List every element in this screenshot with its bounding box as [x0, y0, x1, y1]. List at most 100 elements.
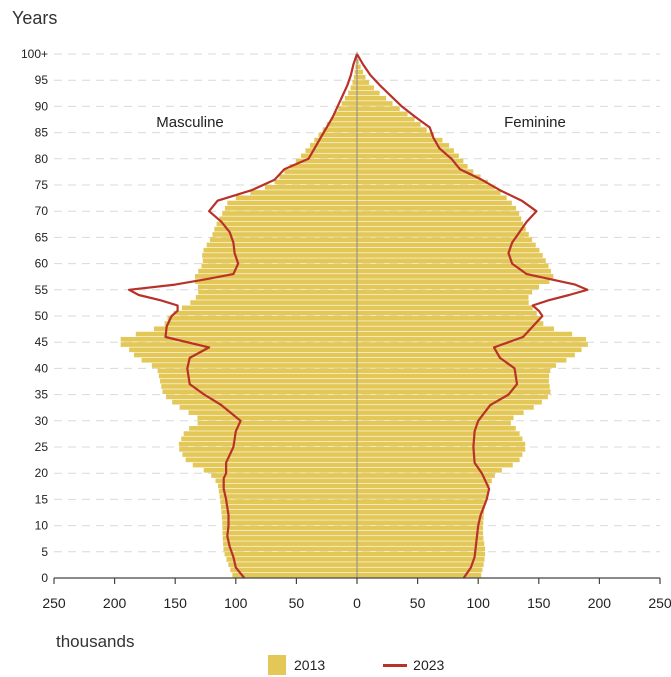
bar-2013-feminine [357, 499, 487, 505]
bar-2013-masculine [352, 80, 357, 85]
bar-2013-feminine [357, 158, 464, 164]
bar-2013-masculine [330, 116, 357, 122]
bar-2013-masculine [224, 205, 357, 211]
bar-2013-masculine [314, 137, 357, 143]
bar-2013-feminine [357, 363, 557, 368]
bar-2013-feminine [357, 441, 526, 447]
bar-2013-feminine [357, 137, 443, 143]
masculine-label: Masculine [156, 114, 224, 131]
bar-2013-feminine [357, 284, 540, 290]
bar-2013-feminine [357, 132, 434, 138]
bar-2013-masculine [164, 321, 357, 326]
bar-2013-masculine [185, 457, 357, 463]
bar-2013-masculine [224, 551, 357, 557]
bar-2013-masculine [223, 546, 357, 552]
y-tick-label: 95 [35, 73, 49, 87]
bar-2013-masculine [194, 274, 357, 279]
y-tick-label: 75 [35, 178, 49, 192]
bar-2013-feminine [357, 436, 523, 442]
line-2023-masculine [128, 53, 359, 579]
bar-2013-feminine [357, 572, 482, 578]
x-tick-label: 250 [42, 595, 66, 611]
bar-2013-masculine [222, 520, 357, 525]
bar-2013-feminine [357, 384, 550, 389]
bar-2013-masculine [326, 122, 357, 127]
bar-2013-masculine [120, 342, 357, 347]
bar-2013-feminine [357, 483, 490, 489]
bar-2013-feminine [357, 504, 485, 510]
bar-2013-masculine [279, 174, 357, 180]
bar-2013-masculine [188, 410, 357, 415]
x-tick-label: 200 [103, 595, 127, 611]
bar-2013-feminine [357, 447, 526, 452]
bar-2013-masculine [194, 279, 357, 284]
bar-2013-feminine [357, 153, 459, 159]
bar-2013-masculine [158, 373, 357, 379]
bar-2013-feminine [357, 237, 533, 243]
bar-2013-feminine [357, 420, 511, 426]
bar-2013-feminine [357, 551, 486, 557]
bar-2013-feminine [357, 525, 484, 531]
x-tick-label: 50 [289, 595, 305, 611]
x-tick-label: 150 [527, 595, 551, 611]
bar-2013-feminine [357, 226, 526, 232]
bar-2013-feminine [357, 195, 507, 201]
x-tick-label: 50 [410, 595, 426, 611]
feminine-label: Feminine [504, 114, 566, 131]
legend-item-2013: 2013 [268, 655, 325, 675]
y-tick-label: 60 [35, 257, 49, 271]
legend-label-2023: 2023 [413, 657, 445, 673]
bar-2013-masculine [202, 258, 357, 263]
bar-2013-feminine [357, 415, 514, 421]
bar-2013-masculine [221, 509, 357, 515]
bar-2013-feminine [357, 221, 524, 227]
bar-2013-feminine [357, 494, 488, 499]
bar-2013-feminine [357, 562, 484, 567]
bar-2013-masculine [218, 488, 357, 494]
legend: 2013 2023 [268, 655, 444, 675]
bar-2013-feminine [357, 536, 484, 541]
bar-2013-masculine [197, 415, 357, 421]
bar-2013-feminine [357, 478, 492, 484]
x-tick-label: 100 [467, 595, 491, 611]
bar-2013-feminine [357, 295, 529, 300]
bar-2013-masculine [197, 420, 357, 426]
bar-2013-feminine [357, 457, 520, 463]
bar-2013-masculine [264, 185, 357, 190]
bar-2013-feminine [357, 326, 554, 332]
bar-2013-feminine [357, 368, 551, 374]
bar-2013-masculine [338, 106, 357, 112]
x-tick-label: 100 [224, 595, 248, 611]
bar-2013-masculine [353, 74, 357, 80]
legend-swatch-bar [268, 655, 286, 675]
bar-2013-masculine [151, 363, 357, 368]
x-axis-ticks: 250 200 150 100 50 0 50 100 150 200 250 [42, 578, 671, 611]
bar-2013-feminine [357, 174, 481, 180]
bar-2013-masculine [160, 378, 357, 384]
bar-2013-feminine [357, 242, 536, 248]
bar-2013-feminine [357, 342, 588, 347]
y-tick-label: 90 [35, 99, 49, 113]
bar-2013-feminine [357, 101, 393, 106]
bar-2013-feminine [357, 399, 542, 405]
bar-2013-masculine [219, 216, 357, 222]
bar-2013-feminine [357, 143, 450, 148]
bar-2013-feminine [357, 305, 533, 311]
bar-2013-feminine [357, 352, 575, 358]
bar-2013-masculine [203, 247, 357, 253]
bar-2013-masculine [334, 111, 357, 117]
y-axis-ticks: 0 5 10 15 20 25 30 35 40 45 50 55 60 65 70 75 80 85 90 95 10… [21, 47, 48, 585]
gridlines [54, 53, 660, 579]
y-tick-label: 55 [35, 283, 49, 297]
bar-2013-masculine [201, 263, 357, 269]
bar-2013-masculine [348, 90, 357, 96]
bar-2013-masculine [178, 441, 357, 447]
bar-2013-masculine [167, 316, 357, 321]
bar-2013-feminine [357, 300, 529, 305]
bar-2013-feminine [357, 473, 495, 478]
line-2023-feminine [356, 53, 589, 579]
bar-2013-masculine [181, 305, 357, 311]
bar-2013-feminine [357, 74, 366, 80]
bar-2013-masculine [219, 494, 357, 499]
x-tick-label: 150 [164, 595, 188, 611]
